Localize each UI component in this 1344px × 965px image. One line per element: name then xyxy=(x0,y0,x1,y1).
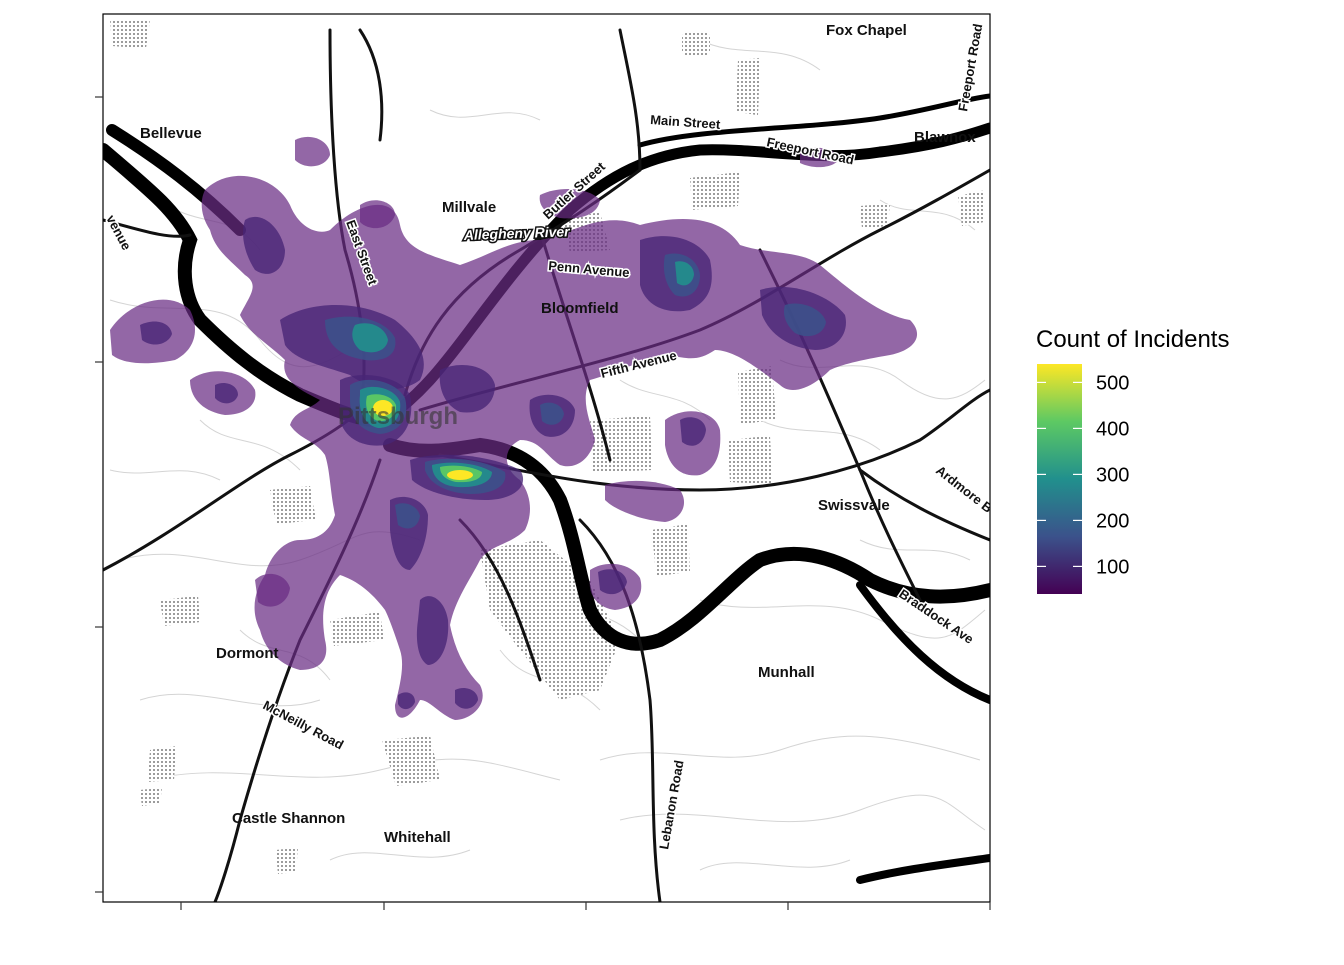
label-pittsburgh: Pittsburgh xyxy=(338,403,458,430)
legend-colorbar xyxy=(1037,364,1082,594)
label-bellevue: Bellevue xyxy=(140,125,202,142)
density-overlay xyxy=(110,136,918,721)
legend-tick-label: 300 xyxy=(1096,464,1129,486)
label-main-street: Main Street xyxy=(650,112,722,132)
label-millvale: Millvale xyxy=(442,199,496,216)
label-whitehall: Whitehall xyxy=(384,829,451,846)
axis-ticks xyxy=(95,96,991,910)
label-penn-avenue: Penn Avenue xyxy=(548,258,630,280)
basemap-background xyxy=(103,14,990,902)
label-swissvale: Swissvale xyxy=(818,497,890,514)
panel-border xyxy=(102,13,991,903)
place-labels: Fox Chapel Bellevue Millvale Blawnox Blo… xyxy=(140,22,976,846)
map-panel: Fox Chapel Bellevue Millvale Blawnox Blo… xyxy=(103,14,990,902)
label-dormont: Dormont xyxy=(216,645,279,662)
legend-tick-label: 100 xyxy=(1096,556,1129,578)
legend: Count of Incidents 500 400 300 200 100 xyxy=(1036,326,1229,594)
legend-tick-label: 500 xyxy=(1096,372,1129,394)
label-bloomfield: Bloomfield xyxy=(541,300,619,317)
label-castle-shannon: Castle Shannon xyxy=(232,810,345,827)
legend-ticks: 500 400 300 200 100 xyxy=(1037,372,1129,578)
legend-tick-label: 200 xyxy=(1096,510,1129,532)
legend-title: Count of Incidents xyxy=(1036,326,1229,353)
density-level-6 xyxy=(373,400,473,480)
label-blawnox: Blawnox xyxy=(914,129,976,146)
label-fox-chapel: Fox Chapel xyxy=(826,22,907,39)
label-munhall: Munhall xyxy=(758,664,815,681)
legend-tick-label: 400 xyxy=(1096,418,1129,440)
label-allegheny-river: Allegheny River xyxy=(463,223,572,243)
